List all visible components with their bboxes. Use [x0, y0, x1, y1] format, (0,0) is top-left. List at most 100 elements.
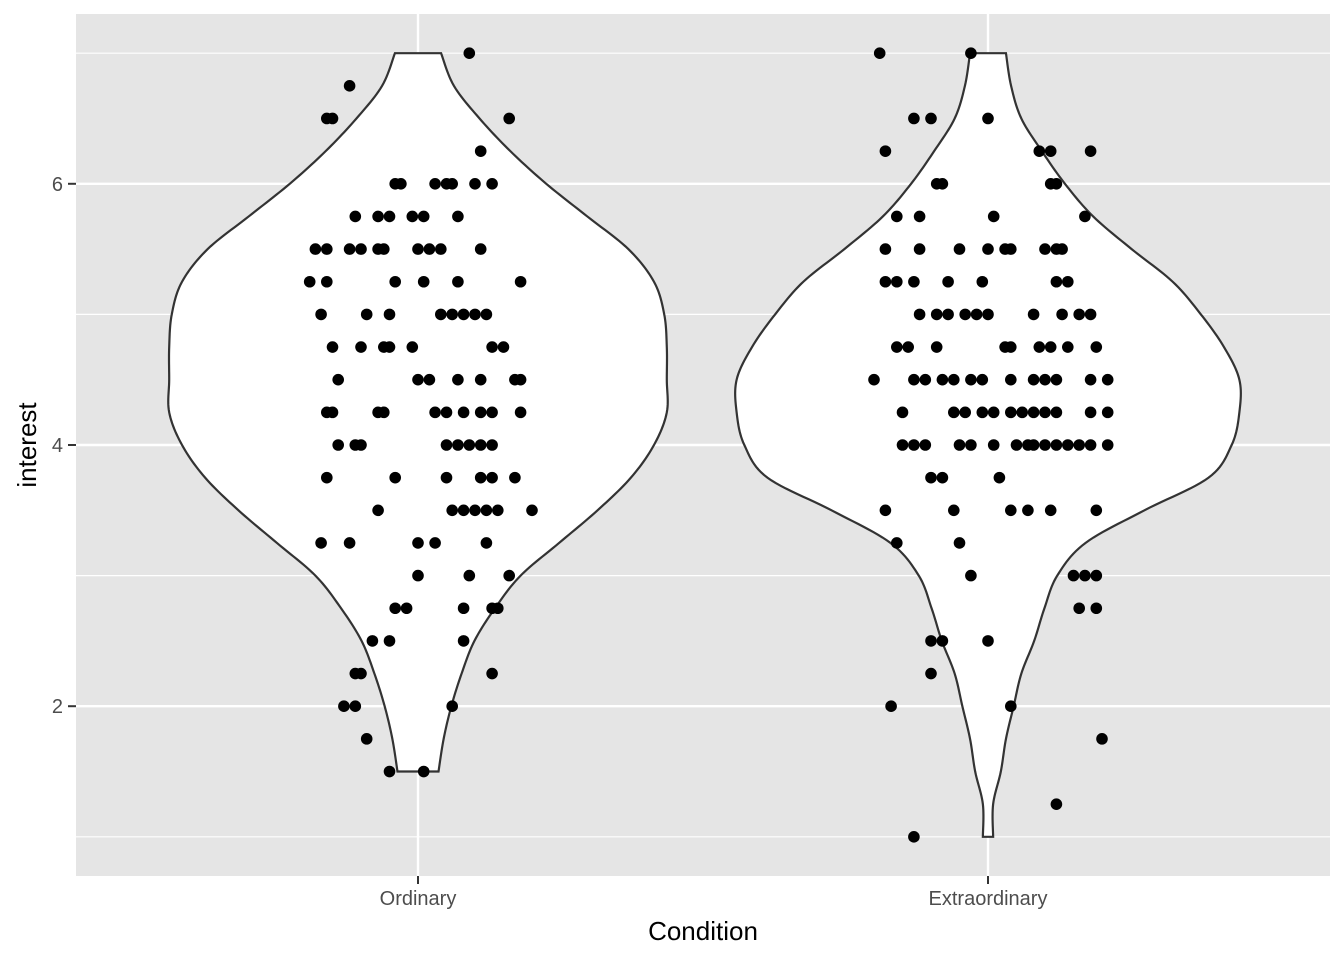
data-point	[908, 112, 920, 125]
y-tick-label: 2	[52, 696, 63, 718]
data-point	[429, 406, 441, 419]
data-point	[1027, 308, 1040, 321]
data-point	[378, 406, 390, 419]
data-point	[1005, 406, 1017, 419]
data-point	[389, 602, 402, 615]
data-point	[953, 537, 966, 549]
data-point	[1039, 439, 1051, 451]
data-point	[309, 243, 322, 255]
data-point	[417, 210, 430, 223]
data-point	[452, 275, 464, 288]
y-axis-title: interest	[12, 402, 42, 488]
data-point	[303, 275, 316, 288]
data-point	[925, 471, 937, 484]
data-point	[332, 373, 345, 386]
data-point	[486, 177, 498, 190]
data-point	[993, 471, 1006, 484]
data-point	[976, 373, 989, 386]
data-point	[423, 373, 436, 386]
data-point	[355, 439, 367, 451]
data-point	[338, 700, 350, 713]
data-point	[463, 47, 476, 59]
data-point	[879, 145, 892, 157]
x-tick-label: Ordinary	[380, 888, 457, 910]
data-point	[987, 406, 1000, 419]
data-point	[879, 275, 892, 288]
data-point	[435, 243, 447, 255]
data-point	[383, 635, 396, 647]
data-point	[925, 112, 937, 125]
data-point	[474, 439, 487, 451]
data-point	[942, 308, 954, 321]
data-point	[1039, 406, 1051, 419]
data-point	[355, 243, 367, 255]
data-point	[395, 177, 407, 190]
data-point	[360, 308, 373, 321]
data-point	[1005, 373, 1017, 386]
data-point	[463, 439, 476, 451]
data-point	[383, 765, 396, 778]
data-point	[492, 504, 504, 517]
data-point	[440, 471, 453, 484]
data-point	[1027, 406, 1040, 419]
data-point	[412, 373, 424, 386]
data-point	[1084, 145, 1097, 157]
data-point	[469, 504, 481, 517]
data-point	[514, 373, 527, 386]
data-point	[315, 308, 327, 321]
data-point	[965, 569, 977, 582]
data-point	[343, 537, 356, 549]
data-point	[942, 275, 954, 288]
data-point	[953, 439, 966, 451]
data-point	[1005, 341, 1017, 353]
data-point	[332, 439, 345, 451]
data-point	[480, 537, 493, 549]
data-point	[1010, 439, 1023, 451]
data-point	[446, 700, 459, 713]
data-point	[902, 341, 914, 353]
data-point	[908, 439, 920, 451]
data-point	[1090, 569, 1103, 582]
data-point	[1039, 373, 1051, 386]
data-point	[1067, 569, 1080, 582]
data-point	[891, 537, 903, 549]
data-point	[1044, 504, 1057, 517]
data-point	[514, 406, 527, 419]
data-point	[400, 602, 413, 615]
data-point	[1016, 406, 1028, 419]
x-tick-label: Extraordinary	[929, 888, 1048, 910]
data-point	[936, 471, 949, 484]
data-point	[355, 341, 367, 353]
data-point	[326, 406, 339, 419]
data-point	[372, 210, 384, 223]
data-point	[457, 504, 470, 517]
data-point	[953, 243, 966, 255]
data-point	[349, 210, 362, 223]
data-point	[936, 373, 949, 386]
data-point	[959, 406, 971, 419]
data-point	[1090, 341, 1103, 353]
data-point	[366, 635, 379, 647]
data-point	[1039, 243, 1051, 255]
data-point	[919, 439, 932, 451]
data-point	[891, 210, 903, 223]
data-point	[1084, 439, 1097, 451]
data-point	[1073, 439, 1085, 451]
data-point	[987, 439, 1000, 451]
data-point	[936, 635, 949, 647]
data-point	[1062, 439, 1074, 451]
data-point	[1062, 275, 1074, 288]
data-point	[446, 177, 459, 190]
data-point	[948, 373, 960, 386]
y-axis: 2 4 6	[52, 174, 76, 718]
data-point	[1005, 504, 1017, 517]
data-point	[452, 373, 464, 386]
data-point	[486, 406, 498, 419]
data-point	[868, 373, 880, 386]
data-point	[1044, 145, 1057, 157]
data-point	[315, 537, 327, 549]
data-point	[965, 373, 977, 386]
data-point	[469, 177, 481, 190]
data-point	[503, 112, 515, 125]
data-point	[919, 373, 932, 386]
